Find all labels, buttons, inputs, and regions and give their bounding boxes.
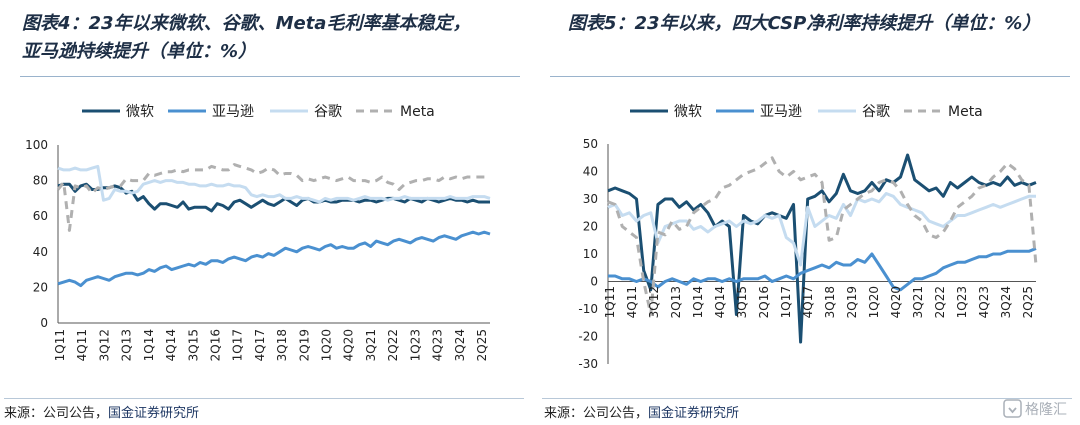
x-tick-label: 4Q11 [625,286,639,318]
legend-label: 微软 [126,104,154,120]
x-tick-label: 4Q20 [342,329,356,361]
series-line [57,164,491,204]
x-tick-label: 4Q23 [977,286,991,318]
line-chart-net-margin: 微软 亚马逊 谷歌 Meta -30 -20 -10 0 10 20 30 40 50 1Q11 4Q11 3… [578,104,1038,371]
series-line [607,192,1036,267]
x-tick-label: 1Q14 [691,286,705,318]
x-tick-label: 1Q17 [231,329,245,361]
x-tick-label: 2Q19 [297,329,311,361]
x-tick-label: 1Q11 [603,286,617,318]
x-tick-label: 2Q16 [757,286,771,318]
x-tick-label: 4Q20 [889,286,903,318]
x-tick-label: 3Q18 [823,286,837,318]
source-org: 国金证券研究所 [648,406,740,421]
y-tick-label: 20 [33,280,48,294]
x-tick-label: 1Q23 [955,286,969,318]
x-tick-label: 2Q16 [208,329,222,361]
y-tick-label: 30 [583,192,598,206]
series-line [608,247,1037,292]
y-tick-label: -20 [578,330,598,344]
x-tick-label: 4Q17 [253,329,267,361]
chart-title-line2: 亚马逊持续提升（单位：%） [22,41,257,62]
watermark-logo: 格隆汇 [1003,399,1067,418]
legend-label: 亚马逊 [212,104,254,120]
x-tick-label: 4Q23 [431,329,445,361]
y-tick-label: 10 [583,247,598,261]
line-chart-gross-margin: 微软 亚马逊 谷歌 Meta 0 20 40 60 80 100 1Q11 4Q11 3Q12 2Q13 1… [25,104,491,361]
source-note: 来源：公司公告，国金证券研究所 [4,402,199,421]
series-line [607,156,1038,316]
title-divider [550,76,1070,77]
x-tick-label: 1Q17 [779,286,793,318]
legend-label: 亚马逊 [760,104,802,120]
x-tick-label: 2Q25 [1021,286,1035,318]
y-tick-label: 40 [33,245,48,259]
legend-label: 谷歌 [314,104,342,120]
x-tick-label: 2Q22 [933,286,947,318]
right-chart-panel: 图表5：23年以来，四大CSP净利率持续提升（单位：%） 微软 亚马逊 谷歌 Meta… [540,0,1080,425]
watermark-icon [1003,399,1022,418]
legend-label: 微软 [674,104,702,120]
y-tick-label: 40 [583,165,598,179]
series-line [607,153,1037,344]
x-tick-label: 3Q24 [999,286,1013,318]
watermark-text: 格隆汇 [1025,402,1067,418]
y-tick-label: 80 [33,174,48,188]
left-chart-panel: 图表4：23年以来微软、谷歌、Meta毛利率基本稳定， 亚马逊持续提升（单位：%… [4,10,524,421]
source-prefix: 来源：公司公告， [544,406,649,421]
x-tick-label: 3Q21 [911,286,925,318]
y-tick-label: 0 [590,275,598,289]
x-tick-label: 2Q13 [669,286,683,318]
x-tick-label: 3Q15 [735,286,749,318]
x-tick-label: 3Q21 [364,329,378,361]
footer-divider [542,398,1072,399]
y-tick-label: -10 [578,302,598,316]
footer-divider [4,398,524,399]
x-tick-label: 4Q14 [713,286,727,318]
x-tick-label: 2Q25 [475,329,489,361]
y-tick-label: 20 [583,220,598,234]
y-tick-label: 60 [33,209,48,223]
series-line [57,230,491,288]
y-tick-label: 100 [25,138,48,152]
x-tick-label: 1Q23 [408,329,422,361]
series-line [56,163,490,232]
chart-title: 图表4：23年以来微软、谷歌、Meta毛利率基本稳定， 亚马逊持续提升（单位：%… [22,10,522,66]
x-tick-label: 2Q22 [386,329,400,361]
x-tick-label: 1Q20 [320,329,334,361]
x-tick-label: 2Q13 [120,329,134,361]
x-tick-label: 3Q12 [97,329,111,361]
legend-label: Meta [400,104,435,120]
x-tick-label: 1Q11 [53,329,67,361]
y-tick-label: 50 [583,137,598,151]
x-tick-label: 4Q11 [75,329,89,361]
y-tick-label: -30 [578,357,598,371]
x-tick-label: 3Q15 [186,329,200,361]
x-tick-label: 2Q19 [845,286,859,318]
x-tick-label: 3Q24 [453,329,467,361]
chart-title: 图表5：23年以来，四大CSP净利率持续提升（单位：%） [568,13,1041,34]
legend-label: Meta [948,104,983,120]
legend-label: 谷歌 [862,104,890,120]
y-tick-label: 0 [40,316,48,330]
x-tick-label: 4Q17 [801,286,815,318]
x-tick-label: 3Q12 [647,286,661,318]
x-tick-label: 3Q18 [275,329,289,361]
x-tick-label: 4Q14 [164,329,178,361]
x-tick-label: 1Q20 [867,286,881,318]
title-divider [20,76,520,77]
source-org: 国金证券研究所 [108,406,200,421]
x-tick-label: 1Q14 [142,329,156,361]
source-note: 来源：公司公告，国金证券研究所 [544,402,739,421]
watermark-icon-mark [1008,407,1017,414]
source-prefix: 来源：公司公告， [4,406,109,421]
chart-title-line1: 图表4：23年以来微软、谷歌、Meta毛利率基本稳定， [22,13,471,34]
